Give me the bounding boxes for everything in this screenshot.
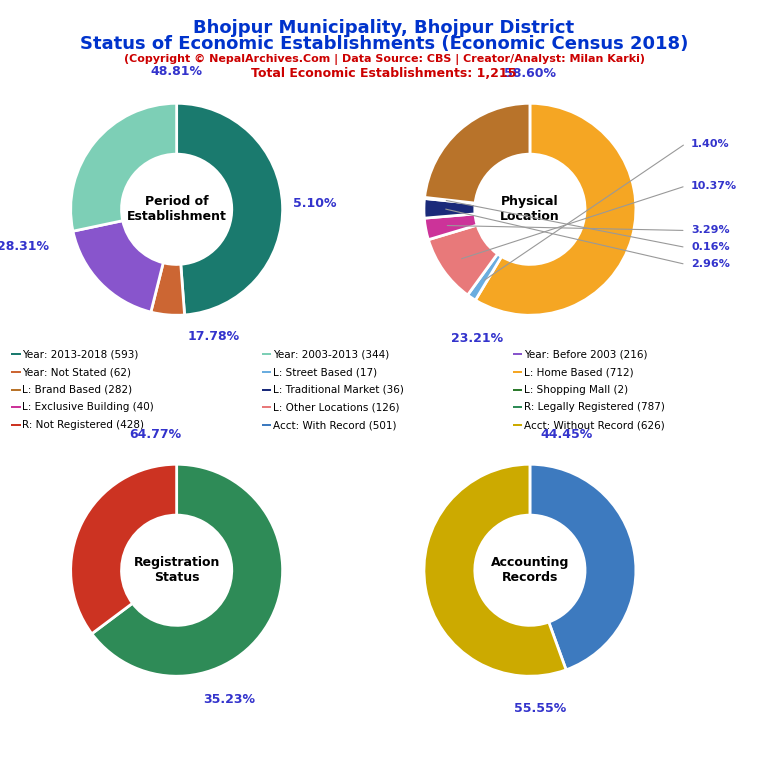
Wedge shape: [468, 254, 502, 300]
Wedge shape: [177, 103, 283, 315]
Text: 44.45%: 44.45%: [541, 428, 593, 441]
Bar: [263, 389, 271, 391]
Wedge shape: [425, 197, 475, 204]
Wedge shape: [71, 464, 177, 634]
Bar: [513, 389, 522, 391]
Text: 64.77%: 64.77%: [129, 428, 181, 441]
Text: 23.21%: 23.21%: [451, 332, 503, 345]
Text: 48.81%: 48.81%: [151, 65, 203, 78]
Text: Acct: With Record (501): Acct: With Record (501): [273, 420, 396, 430]
Text: 17.78%: 17.78%: [187, 330, 240, 343]
Text: 5.10%: 5.10%: [293, 197, 336, 210]
Text: L: Shopping Mall (2): L: Shopping Mall (2): [524, 385, 628, 395]
Text: L: Street Based (17): L: Street Based (17): [273, 367, 377, 377]
Text: 0.16%: 0.16%: [691, 243, 730, 253]
Text: Registration
Status: Registration Status: [134, 556, 220, 584]
Wedge shape: [73, 220, 164, 312]
Wedge shape: [151, 263, 184, 315]
Bar: [12, 389, 21, 391]
Bar: [513, 353, 522, 356]
Text: Physical
Location: Physical Location: [500, 195, 560, 223]
Bar: [263, 406, 271, 409]
Text: Year: Not Stated (62): Year: Not Stated (62): [22, 367, 131, 377]
Wedge shape: [530, 464, 636, 670]
Wedge shape: [71, 103, 177, 231]
Bar: [12, 424, 21, 426]
Text: 28.31%: 28.31%: [0, 240, 49, 253]
Text: Period of
Establishment: Period of Establishment: [127, 195, 227, 223]
Text: Year: 2013-2018 (593): Year: 2013-2018 (593): [22, 349, 138, 359]
Bar: [513, 406, 522, 409]
Text: Year: 2003-2013 (344): Year: 2003-2013 (344): [273, 349, 389, 359]
Bar: [513, 371, 522, 373]
Text: Total Economic Establishments: 1,215: Total Economic Establishments: 1,215: [251, 67, 517, 80]
Wedge shape: [475, 103, 636, 315]
Text: 10.37%: 10.37%: [691, 181, 737, 191]
Bar: [263, 353, 271, 356]
Text: 58.60%: 58.60%: [504, 67, 556, 80]
Bar: [12, 406, 21, 409]
Text: (Copyright © NepalArchives.Com | Data Source: CBS | Creator/Analyst: Milan Karki: (Copyright © NepalArchives.Com | Data So…: [124, 54, 644, 65]
Text: 55.55%: 55.55%: [515, 701, 567, 714]
Text: L: Brand Based (282): L: Brand Based (282): [22, 385, 132, 395]
Bar: [513, 424, 522, 426]
Text: 3.29%: 3.29%: [691, 226, 730, 236]
Wedge shape: [424, 198, 475, 218]
Text: Accounting
Records: Accounting Records: [491, 556, 569, 584]
Text: L: Home Based (712): L: Home Based (712): [524, 367, 634, 377]
Wedge shape: [424, 464, 566, 676]
Bar: [263, 371, 271, 373]
Text: Bhojpur Municipality, Bhojpur District: Bhojpur Municipality, Bhojpur District: [194, 19, 574, 37]
Wedge shape: [92, 464, 283, 676]
Text: Status of Economic Establishments (Economic Census 2018): Status of Economic Establishments (Econo…: [80, 35, 688, 52]
Wedge shape: [429, 225, 498, 295]
Text: Year: Before 2003 (216): Year: Before 2003 (216): [524, 349, 647, 359]
Text: 35.23%: 35.23%: [204, 693, 256, 706]
Text: R: Not Registered (428): R: Not Registered (428): [22, 420, 144, 430]
Text: Acct: Without Record (626): Acct: Without Record (626): [524, 420, 665, 430]
Text: L: Other Locations (126): L: Other Locations (126): [273, 402, 399, 412]
Text: R: Legally Registered (787): R: Legally Registered (787): [524, 402, 665, 412]
Bar: [12, 371, 21, 373]
Text: L: Traditional Market (36): L: Traditional Market (36): [273, 385, 404, 395]
Text: 2.96%: 2.96%: [691, 260, 730, 270]
Wedge shape: [424, 214, 477, 240]
Bar: [263, 424, 271, 426]
Bar: [12, 353, 21, 356]
Text: L: Exclusive Building (40): L: Exclusive Building (40): [22, 402, 154, 412]
Text: 1.40%: 1.40%: [691, 138, 730, 148]
Wedge shape: [425, 103, 530, 203]
